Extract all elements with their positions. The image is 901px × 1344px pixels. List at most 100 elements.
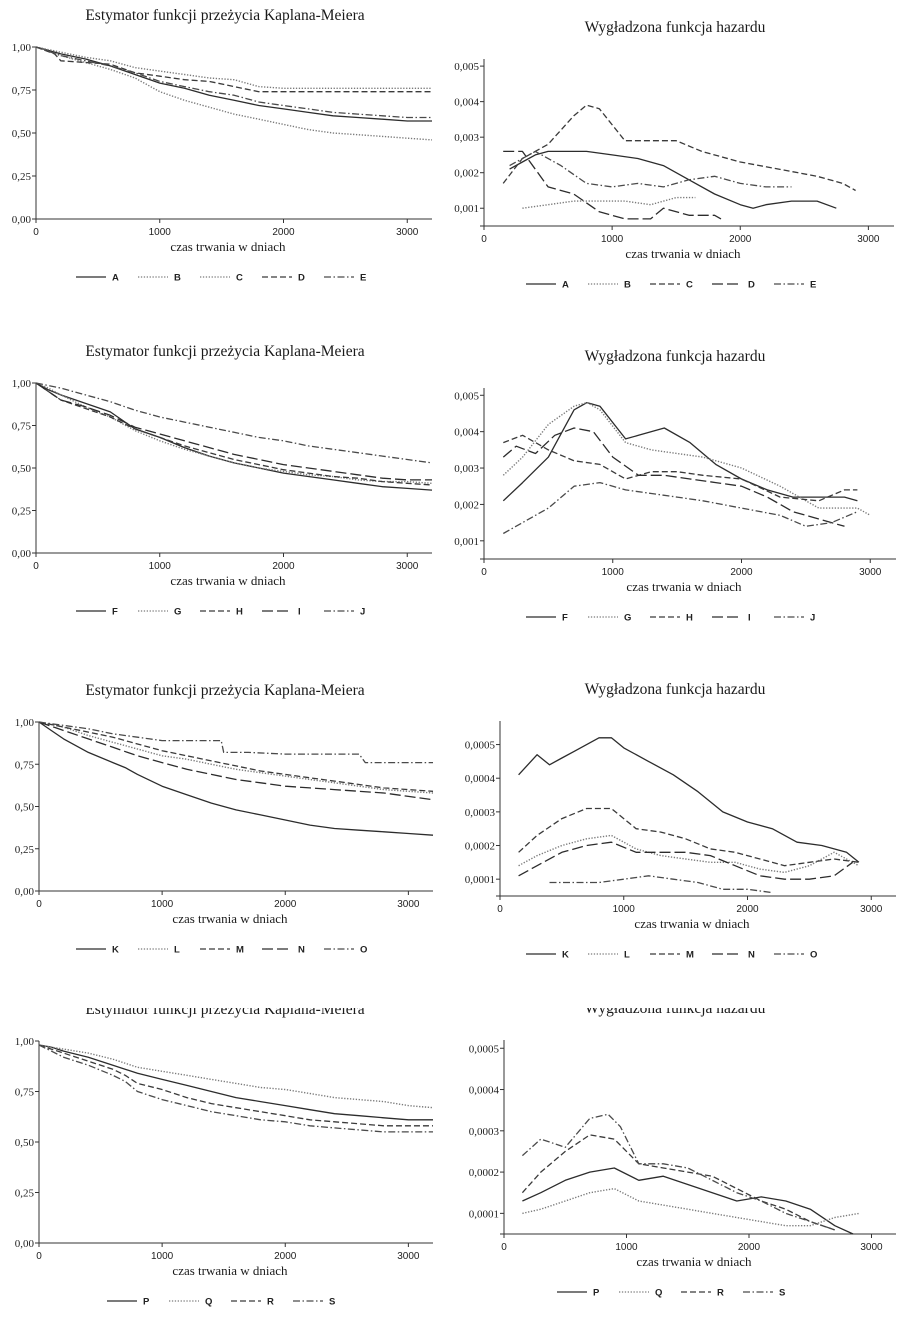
x-tick-label: 3000 <box>396 227 419 238</box>
x-tick-label: 2000 <box>274 1251 297 1262</box>
series-line-L <box>518 834 860 874</box>
series-line-D <box>35 46 432 93</box>
series-line-D <box>503 150 722 220</box>
y-tick-label: 1,00 <box>15 717 35 729</box>
series-line-F <box>35 382 433 491</box>
chart-svg: Estymator funkcji przeżycia Kaplana-Meie… <box>15 682 434 956</box>
x-tick-label: 0 <box>501 1242 507 1253</box>
legend-label-K: K <box>112 945 119 956</box>
legend-label-I: I <box>298 607 301 618</box>
legend-label-D: D <box>748 280 755 291</box>
x-tick-label: 1000 <box>601 234 624 245</box>
legend-label-R: R <box>267 1297 274 1308</box>
series-line-A <box>35 46 432 122</box>
legend-label-B: B <box>624 280 631 291</box>
x-axis-label: czas trwania w dniach <box>170 573 286 588</box>
chart-panel-6: Wygładzona funkcja hazardu 0,0001 0,0002 0,… <box>450 672 900 1008</box>
series-line-J <box>35 382 433 464</box>
x-tick-label: 2000 <box>274 899 297 910</box>
series-line-B <box>35 46 432 90</box>
chart-svg: Estymator funkcji przeżycia Kaplana-Meie… <box>15 1008 434 1308</box>
chart-panel-8: Wygładzona funkcja hazardu 0,0001 0,0002 0,… <box>450 1008 900 1344</box>
chart-svg: Estymator funkcji przeżycia Kaplana-Meie… <box>12 343 433 618</box>
y-tick-label: 0,0002 <box>465 841 495 853</box>
legend-label-J: J <box>810 613 815 624</box>
y-tick-label: 0,50 <box>12 128 32 140</box>
x-tick-label: 2000 <box>272 561 295 572</box>
x-tick-label: 0 <box>481 567 487 578</box>
series-line-M <box>518 807 859 867</box>
y-tick-label: 0,005 <box>454 390 479 402</box>
legend-label-H: H <box>686 613 693 624</box>
legend-label-A: A <box>562 280 569 291</box>
x-tick-label: 1000 <box>151 899 174 910</box>
y-tick-label: 1,00 <box>12 378 32 390</box>
y-tick-label: 0,004 <box>454 97 479 109</box>
x-axis-label: czas trwania w dniach <box>636 1254 752 1269</box>
chart-panel-1: Estymator funkcji przeżycia Kaplana-Meie… <box>0 0 450 336</box>
legend-label-R: R <box>717 1288 724 1299</box>
series-line-P <box>522 1167 854 1235</box>
legend-label-E: E <box>810 280 816 291</box>
legend-label-G: G <box>174 607 181 618</box>
series-line-F <box>502 401 858 502</box>
legend-label-O: O <box>360 945 367 956</box>
chart-title: Wygładzona funkcja hazardu <box>585 1008 766 1017</box>
y-tick-label: 0,001 <box>454 203 479 215</box>
y-tick-label: 0,003 <box>454 132 479 144</box>
legend-label-F: F <box>562 613 568 624</box>
y-tick-label: 0,002 <box>454 168 479 180</box>
legend-label-L: L <box>624 950 630 961</box>
y-tick-label: 0,50 <box>15 1137 35 1149</box>
series-line-H <box>503 434 858 502</box>
y-tick-label: 0,0001 <box>465 874 495 886</box>
x-tick-label: 3000 <box>397 1251 420 1262</box>
series-line-L <box>38 721 434 794</box>
legend-label-C: C <box>236 273 243 284</box>
chart-title: Estymator funkcji przeżycia Kaplana-Meie… <box>85 343 364 360</box>
legend-label-L: L <box>174 945 180 956</box>
chart-panel-7: Estymator funkcji przeżycia Kaplana-Meie… <box>0 1008 450 1344</box>
legend-label-I: I <box>748 613 751 624</box>
chart-svg: Wygładzona funkcja hazardu 0,0001 0,0002 0,… <box>465 681 896 961</box>
series-line-I <box>35 382 432 481</box>
y-tick-label: 0,003 <box>454 463 479 475</box>
x-tick-label: 1000 <box>151 1251 174 1262</box>
x-tick-label: 1000 <box>602 567 625 578</box>
x-tick-label: 0 <box>497 904 503 915</box>
x-tick-label: 0 <box>36 1251 42 1262</box>
y-tick-label: 0,25 <box>12 171 32 183</box>
series-line-C <box>502 104 856 192</box>
x-tick-label: 1000 <box>613 904 636 915</box>
x-tick-label: 3000 <box>396 561 419 572</box>
series-line-N <box>518 841 854 880</box>
legend-label-O: O <box>810 950 817 961</box>
x-tick-label: 2000 <box>736 904 759 915</box>
y-tick-label: 0,0001 <box>469 1208 499 1220</box>
legend-label-S: S <box>779 1288 785 1299</box>
y-tick-label: 0,50 <box>12 463 32 475</box>
x-axis-label: czas trwania w dniach <box>170 239 286 254</box>
series-line-H <box>35 382 433 486</box>
y-tick-label: 0,005 <box>454 61 479 73</box>
legend-label-N: N <box>748 950 755 961</box>
chart-panel-4: Wygładzona funkcja hazardu 0,001 0,002 0,00… <box>450 336 900 672</box>
y-tick-label: 0,0002 <box>469 1167 499 1179</box>
x-tick-label: 2000 <box>272 227 295 238</box>
y-tick-label: 0,75 <box>15 759 35 771</box>
x-axis-label: czas trwania w dniach <box>626 579 742 594</box>
series-line-S <box>38 1044 433 1133</box>
y-tick-label: 0,25 <box>15 844 35 856</box>
legend-label-E: E <box>360 273 366 284</box>
legend-label-B: B <box>174 273 181 284</box>
series-line-A <box>509 150 837 209</box>
series-line-S <box>521 1113 836 1231</box>
chart-title: Estymator funkcji przeżycia Kaplana-Meie… <box>85 1008 364 1018</box>
y-tick-label: 1,00 <box>12 42 32 54</box>
chart-svg: Wygładzona funkcja hazardu 0,0001 0,0002 0,… <box>469 1008 896 1299</box>
y-tick-label: 0,0004 <box>469 1085 500 1097</box>
x-axis-label: czas trwania w dniach <box>634 916 750 931</box>
chart-panel-5: Estymator funkcji przeżycia Kaplana-Meie… <box>0 672 450 1008</box>
chart-title: Estymator funkcji przeżycia Kaplana-Meie… <box>85 7 364 24</box>
